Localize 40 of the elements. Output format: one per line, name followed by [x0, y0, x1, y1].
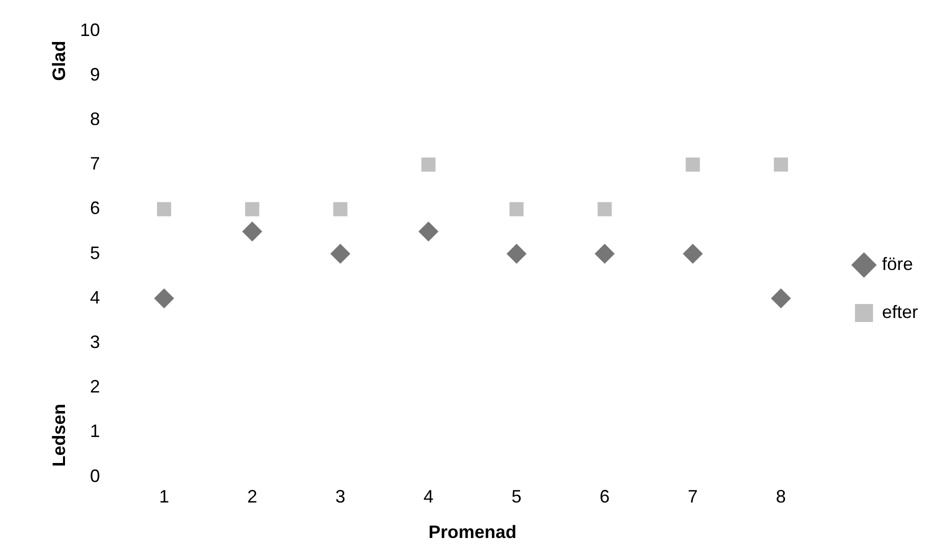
- y-tick-label: 1: [90, 421, 100, 442]
- point: [594, 244, 615, 264]
- point: [770, 288, 791, 308]
- y-tick-label: 0: [90, 466, 100, 486]
- point: [421, 158, 436, 172]
- text: Glad: [48, 40, 69, 81]
- point: [157, 202, 172, 216]
- legend-label: efter: [882, 302, 918, 322]
- point: [242, 222, 262, 242]
- point: [330, 244, 350, 264]
- y-tick-label: 4: [90, 287, 100, 308]
- point: [154, 288, 174, 308]
- y-tick-label: 2: [90, 376, 100, 397]
- y-tick-label: 10: [80, 20, 100, 40]
- x-tick-label: 4: [423, 486, 434, 507]
- legend-label: före: [882, 254, 914, 274]
- x-tick-label: 8: [776, 486, 786, 507]
- y-tick-label: 5: [90, 242, 100, 263]
- point: [598, 202, 612, 216]
- y-tick-label: 6: [90, 198, 100, 218]
- text: Ledsen: [48, 404, 69, 467]
- x-axis-title: Promenad: [428, 522, 517, 542]
- x-tick-label: 2: [247, 486, 258, 507]
- point: [506, 244, 527, 264]
- point: [774, 158, 788, 172]
- point: [686, 158, 700, 172]
- point: [509, 202, 524, 216]
- point: [418, 222, 438, 242]
- y-tick-label: 3: [90, 332, 100, 352]
- x-tick-label: 7: [688, 486, 698, 507]
- point: [682, 244, 703, 264]
- y-tick-label: 7: [90, 154, 100, 174]
- y-tick-label: 8: [90, 108, 100, 129]
- x-tick-label: 1: [159, 486, 170, 507]
- point: [333, 202, 348, 216]
- point: [245, 202, 260, 216]
- x-tick-label: 6: [600, 486, 610, 507]
- x-tick-label: 3: [335, 486, 346, 507]
- x-tick-label: 5: [512, 486, 522, 507]
- y-tick-label: 9: [90, 64, 100, 84]
